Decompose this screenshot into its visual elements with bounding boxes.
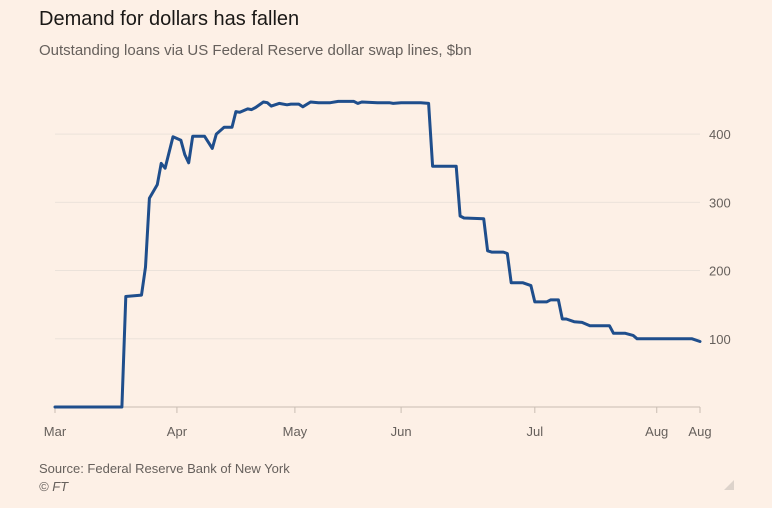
data-point xyxy=(298,103,300,105)
x-tick-label: Aug xyxy=(645,424,668,439)
y-tick-label: 300 xyxy=(709,195,731,210)
data-point xyxy=(337,100,339,102)
data-point xyxy=(310,101,312,103)
data-point xyxy=(215,133,217,135)
data-point xyxy=(530,285,532,287)
data-point xyxy=(376,102,379,104)
data-point xyxy=(125,295,127,298)
data-point xyxy=(581,321,583,323)
data-point xyxy=(180,139,182,141)
x-tick-label: May xyxy=(283,424,308,439)
data-point xyxy=(231,126,233,128)
data-point xyxy=(699,340,701,343)
copyright-note: © FT xyxy=(39,479,69,494)
data-point xyxy=(691,338,693,340)
data-point xyxy=(632,334,634,336)
data-point xyxy=(546,301,548,303)
data-point xyxy=(278,102,280,104)
data-point xyxy=(491,251,493,253)
data-point xyxy=(357,102,359,104)
data-point xyxy=(211,147,213,149)
data-point xyxy=(172,136,174,138)
x-tick-label: Apr xyxy=(167,424,188,439)
data-point xyxy=(121,406,123,408)
x-tick-label: Jun xyxy=(391,424,412,439)
data-point xyxy=(487,250,489,252)
y-axis: 100 200 300 400 xyxy=(709,127,731,347)
data-point xyxy=(361,101,363,103)
data-point xyxy=(565,318,567,320)
data-point xyxy=(392,102,394,104)
data-point xyxy=(636,338,638,340)
data-point xyxy=(483,218,485,220)
data-point xyxy=(184,154,186,156)
data-point xyxy=(290,103,292,105)
x-tick-label: Mar xyxy=(44,424,67,439)
data-point xyxy=(534,301,536,303)
data-point xyxy=(239,111,241,113)
data-point xyxy=(608,325,611,327)
data-point xyxy=(329,102,331,104)
x-axis: Mar Apr May Jun Jul Aug Aug xyxy=(44,407,712,439)
data-point xyxy=(573,321,575,323)
resize-handle-icon xyxy=(724,480,734,490)
source-note: Source: Federal Reserve Bank of New York xyxy=(39,461,290,476)
data-point xyxy=(428,102,430,104)
data-point xyxy=(420,102,422,104)
data-point xyxy=(140,294,143,296)
data-point xyxy=(432,165,434,167)
data-point xyxy=(255,106,257,109)
data-point xyxy=(262,101,264,103)
data-point xyxy=(223,126,225,128)
data-point xyxy=(502,251,504,253)
data-point xyxy=(353,100,355,102)
data-point xyxy=(156,184,158,186)
data-point xyxy=(455,165,457,167)
data-point xyxy=(188,162,190,164)
x-tick-label: Aug xyxy=(688,424,711,439)
data-point xyxy=(203,135,206,137)
series-layer xyxy=(53,99,702,409)
data-point xyxy=(459,215,461,217)
data-point xyxy=(270,105,272,107)
data-point xyxy=(463,217,465,219)
data-point xyxy=(54,406,56,408)
chart-subtitle: Outstanding loans via US Federal Reserve… xyxy=(39,42,472,59)
y-tick-label: 100 xyxy=(709,332,731,347)
data-point xyxy=(624,332,626,334)
x-tick-label: Jul xyxy=(527,424,544,439)
data-point xyxy=(561,318,563,320)
data-point xyxy=(506,252,508,255)
data-point xyxy=(192,135,194,137)
data-point xyxy=(388,102,390,104)
data-point xyxy=(400,102,402,104)
data-point xyxy=(160,162,162,164)
data-point xyxy=(266,102,268,104)
y-tick-label: 400 xyxy=(709,127,731,142)
data-point xyxy=(302,106,304,108)
data-point xyxy=(549,299,552,301)
data-point xyxy=(589,325,591,327)
gridlines xyxy=(55,133,700,340)
data-point xyxy=(251,109,253,111)
chart-title: Demand for dollars has fallen xyxy=(39,8,300,30)
data-point xyxy=(164,167,166,169)
data-point xyxy=(557,299,560,301)
data-point xyxy=(317,102,320,104)
data-point xyxy=(148,197,150,199)
data-point xyxy=(247,108,249,110)
data-point xyxy=(510,282,512,284)
y-tick-label: 200 xyxy=(709,264,731,279)
data-point xyxy=(612,332,615,334)
data-point xyxy=(144,266,147,268)
series-line xyxy=(53,99,702,409)
data-point xyxy=(522,282,524,284)
data-point xyxy=(235,111,237,113)
data-point xyxy=(667,338,670,340)
data-point xyxy=(286,104,288,106)
